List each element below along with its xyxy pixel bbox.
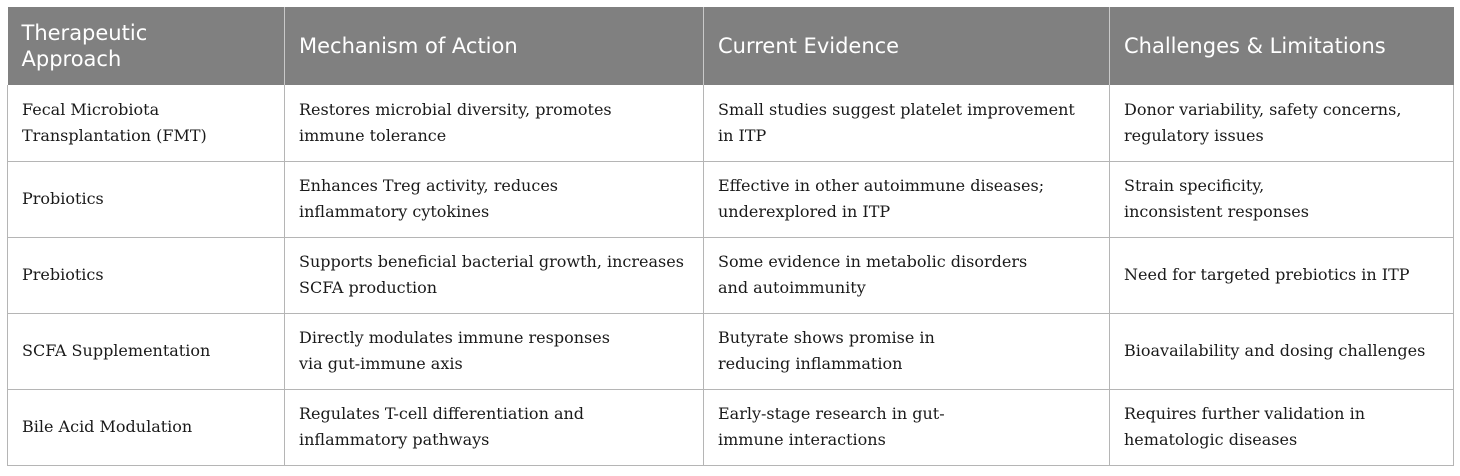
cell-evidence: Butyrate shows promise in reducing infla… [703,313,1110,390]
table-header: Therapeutic Approach Mechanism of Action… [7,7,1454,85]
cell-evidence: Early-stage research in gut- immune inte… [703,389,1110,466]
cell-challenges: Bioavailability and dosing challenges [1109,313,1454,390]
table-row: Fecal Microbiota Transplantation (FMT) R… [7,85,1454,162]
header-mechanism-of-action: Mechanism of Action [284,7,704,85]
table-row: Probiotics Enhances Treg activity, reduc… [7,161,1454,238]
therapeutic-approaches-table: Therapeutic Approach Mechanism of Action… [7,7,1454,466]
cell-challenges: Strain specificity, inconsistent respons… [1109,161,1454,238]
cell-approach: Probiotics [7,161,285,238]
cell-challenges: Need for targeted prebiotics in ITP [1109,237,1454,314]
table-body: Fecal Microbiota Transplantation (FMT) R… [7,85,1454,466]
header-therapeutic-approach: Therapeutic Approach [7,7,285,85]
cell-approach: Fecal Microbiota Transplantation (FMT) [7,85,285,162]
table-row: Bile Acid Modulation Regulates T-cell di… [7,389,1454,466]
header-current-evidence: Current Evidence [703,7,1110,85]
cell-mechanism: Restores microbial diversity, promotes i… [284,85,704,162]
cell-approach: SCFA Supplementation [7,313,285,390]
cell-mechanism: Supports beneficial bacterial growth, in… [284,237,704,314]
header-challenges-limitations: Challenges & Limitations [1109,7,1454,85]
cell-evidence: Small studies suggest platelet improveme… [703,85,1110,162]
cell-mechanism: Regulates T-cell differentiation and inf… [284,389,704,466]
cell-approach: Bile Acid Modulation [7,389,285,466]
cell-challenges: Requires further validation in hematolog… [1109,389,1454,466]
cell-evidence: Some evidence in metabolic disorders and… [703,237,1110,314]
cell-mechanism: Directly modulates immune responses via … [284,313,704,390]
table-row: Prebiotics Supports beneficial bacterial… [7,237,1454,314]
header-row: Therapeutic Approach Mechanism of Action… [7,7,1454,85]
cell-challenges: Donor variability, safety concerns, regu… [1109,85,1454,162]
cell-approach: Prebiotics [7,237,285,314]
cell-mechanism: Enhances Treg activity, reduces inflamma… [284,161,704,238]
table-row: SCFA Supplementation Directly modulates … [7,313,1454,390]
cell-evidence: Effective in other autoimmune diseases; … [703,161,1110,238]
